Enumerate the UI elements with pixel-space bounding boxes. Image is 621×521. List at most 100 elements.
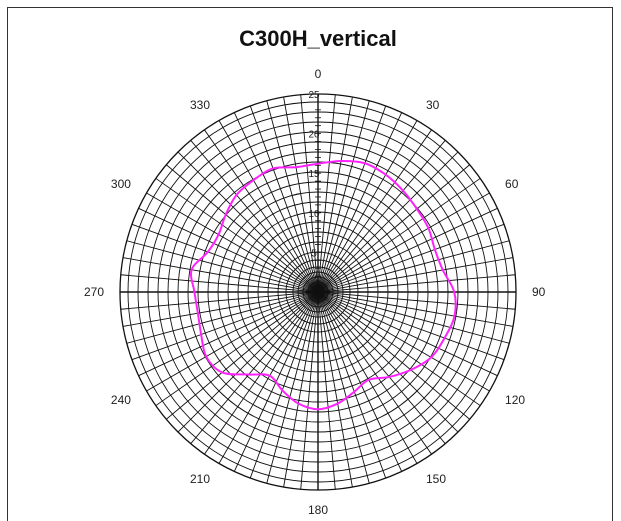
grid-spoke [317, 291, 432, 455]
grid-spoke [122, 257, 319, 293]
grid-spoke [317, 94, 336, 293]
data-point [340, 160, 342, 162]
grid-spoke [317, 291, 387, 479]
angle-label: 300 [111, 177, 131, 191]
grid-spoke [131, 291, 319, 361]
angle-label: 330 [190, 98, 210, 112]
angle-label: 120 [505, 393, 525, 407]
grid-spoke [146, 192, 319, 293]
radial-tick-label: 10 [308, 209, 320, 220]
data-point [205, 355, 207, 358]
data-point [353, 390, 356, 393]
grid-spoke [190, 291, 319, 444]
data-point [434, 248, 436, 251]
grid-spoke [218, 120, 319, 293]
grid-spoke [283, 291, 319, 488]
grid-spoke [266, 100, 319, 293]
radial-tick-label: 25 [308, 90, 320, 101]
grid-spoke [317, 291, 481, 406]
data-point [402, 189, 404, 192]
data-point [427, 227, 430, 230]
data-point [297, 402, 300, 405]
grid-spoke [317, 164, 470, 293]
data-point [252, 179, 255, 181]
data-point [207, 251, 209, 253]
grid-spoke [317, 274, 516, 293]
radial-tick-label: 20 [308, 130, 320, 141]
grid-spoke [317, 291, 516, 310]
data-point [217, 233, 220, 236]
data-point [272, 167, 274, 170]
data-point [388, 376, 391, 378]
angle-label: 60 [505, 177, 519, 191]
data-point [268, 374, 271, 377]
grid-spoke [317, 192, 490, 293]
grid-spoke [266, 291, 319, 484]
data-point [281, 389, 284, 392]
grid-spoke [249, 105, 319, 293]
data-point [453, 291, 456, 293]
grid-spoke [317, 291, 505, 361]
data-point [221, 371, 223, 374]
radial-tick-label: 5 [311, 248, 317, 259]
grid-spoke [317, 291, 370, 484]
data-point [193, 291, 196, 293]
grid-spoke [204, 129, 319, 293]
data-point [224, 213, 227, 216]
grid-spoke [317, 112, 403, 293]
grid-spoke [317, 291, 403, 472]
angle-label: 90 [532, 285, 546, 299]
angle-labels: 0 30 60 90 120 150 180 210 240 270 300 330 [84, 67, 546, 517]
grid-spoke [126, 240, 319, 293]
data-point [247, 373, 250, 376]
grid-spoke [283, 96, 319, 293]
grid-spoke [317, 291, 459, 433]
data-point [384, 173, 387, 176]
series-layer [189, 159, 457, 411]
grid-spoke [317, 151, 459, 293]
data-point [416, 208, 418, 210]
data-point [430, 356, 432, 359]
grid-spoke [166, 164, 319, 293]
grid-spoke [317, 257, 514, 293]
grid-spoke [155, 291, 319, 406]
grid-spoke [122, 291, 319, 327]
grid-spoke [138, 291, 319, 377]
grid-spoke [131, 223, 319, 293]
data-point [364, 162, 366, 165]
grid-spoke [317, 291, 490, 392]
grid-spoke [155, 178, 319, 293]
grid-spoke [317, 178, 481, 293]
grid-spoke [190, 140, 319, 293]
grid-spoke [177, 291, 319, 433]
grid-spoke [317, 100, 370, 293]
grid-spoke [249, 291, 319, 479]
radial-tick-labels: 5 10 15 20 25 [308, 90, 320, 259]
grid-spoke [317, 291, 418, 464]
grid-spoke [166, 291, 319, 420]
grid-spoke [317, 291, 470, 420]
data-point [235, 194, 238, 196]
data-point [317, 408, 319, 411]
data-point [336, 402, 339, 405]
data-point [190, 268, 193, 271]
angle-label: 0 [315, 67, 322, 81]
grid-spoke [317, 207, 498, 293]
grid-spoke [120, 291, 319, 310]
angle-label: 270 [84, 285, 104, 299]
grid-spoke [317, 105, 387, 293]
grid-spoke [317, 291, 514, 327]
data-point [453, 315, 456, 317]
grid-spoke [317, 140, 446, 293]
angle-label: 30 [426, 98, 440, 112]
angle-label: 210 [190, 472, 210, 486]
data-point [197, 312, 199, 314]
grid-spoke [177, 151, 319, 293]
grid-spoke [300, 291, 319, 490]
grid-spoke [317, 291, 446, 444]
grid-spoke [317, 240, 510, 293]
chart-frame [7, 7, 613, 521]
grid-spoke [317, 120, 418, 293]
